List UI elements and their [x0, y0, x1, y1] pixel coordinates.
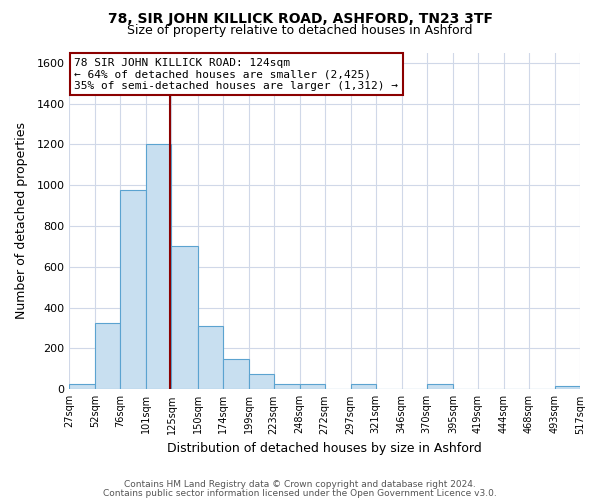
- Text: Size of property relative to detached houses in Ashford: Size of property relative to detached ho…: [127, 24, 473, 37]
- Bar: [555, 386, 580, 390]
- Text: 78 SIR JOHN KILLICK ROAD: 124sqm
← 64% of detached houses are smaller (2,425)
35: 78 SIR JOHN KILLICK ROAD: 124sqm ← 64% o…: [74, 58, 398, 91]
- Bar: [146, 144, 172, 390]
- Text: Contains HM Land Registry data © Crown copyright and database right 2024.: Contains HM Land Registry data © Crown c…: [124, 480, 476, 489]
- Y-axis label: Number of detached properties: Number of detached properties: [15, 122, 28, 320]
- Bar: [427, 384, 453, 390]
- Bar: [197, 326, 223, 390]
- Text: Contains public sector information licensed under the Open Government Licence v3: Contains public sector information licen…: [103, 488, 497, 498]
- Bar: [95, 323, 121, 390]
- Bar: [70, 384, 95, 390]
- Bar: [172, 246, 197, 390]
- Bar: [351, 384, 376, 390]
- Bar: [274, 384, 299, 390]
- Bar: [223, 358, 248, 390]
- X-axis label: Distribution of detached houses by size in Ashford: Distribution of detached houses by size …: [167, 442, 482, 455]
- Text: 78, SIR JOHN KILLICK ROAD, ASHFORD, TN23 3TF: 78, SIR JOHN KILLICK ROAD, ASHFORD, TN23…: [107, 12, 493, 26]
- Bar: [248, 374, 274, 390]
- Bar: [299, 384, 325, 390]
- Bar: [121, 190, 146, 390]
